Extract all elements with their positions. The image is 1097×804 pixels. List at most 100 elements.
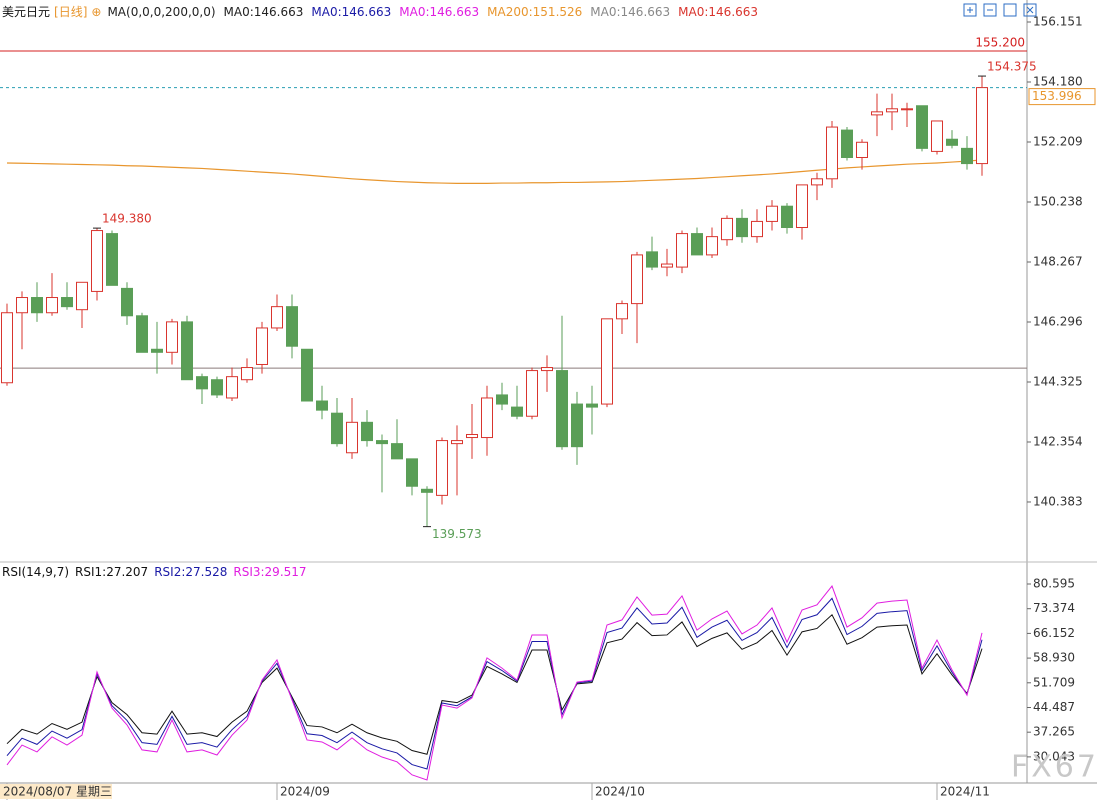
indicator-label: MA0:146.663 [678, 5, 758, 19]
rsi-line [6, 613, 983, 755]
candle-body [361, 421, 373, 442]
candle-body [736, 217, 748, 238]
candle-body [526, 370, 538, 417]
candle-body [61, 297, 73, 308]
candle-body [706, 236, 718, 256]
candle-body [751, 220, 763, 238]
candle-body [226, 376, 238, 399]
candle-body [886, 108, 898, 113]
candle-body [976, 87, 988, 165]
header-icon: ⊕ [91, 5, 101, 19]
candle-body [931, 120, 943, 152]
candle-body [121, 287, 133, 317]
candle-body [586, 403, 598, 408]
y-tick-label: 73.374 [1033, 601, 1075, 615]
candle-body [541, 367, 553, 372]
icon-plus [967, 7, 973, 13]
candle-body [301, 348, 313, 402]
candle-body [946, 138, 958, 146]
icon-zoom-in[interactable] [963, 3, 977, 17]
candle-body [76, 281, 88, 311]
period: [日线] [54, 5, 87, 19]
icon-window[interactable] [1003, 3, 1017, 17]
y-tick-label: 140.383 [1033, 494, 1083, 508]
candle-body [766, 205, 778, 222]
legend-entry: RSI3:29.517 [233, 565, 306, 579]
y-tick-label: 154.180 [1033, 75, 1083, 89]
y-tick-label: 80.595 [1033, 577, 1075, 591]
candle-body [901, 108, 913, 111]
candle-body [391, 443, 403, 460]
y-tick-label: 44.487 [1033, 700, 1075, 714]
candle-body [571, 403, 583, 448]
candle-body [136, 315, 148, 353]
indicator-label: MA0:146.663 [311, 5, 391, 19]
toolbar-icons [963, 3, 1037, 17]
candle-body [841, 129, 853, 158]
indicator-label: MA0:146.663 [590, 5, 670, 19]
candle-body [466, 433, 478, 439]
candle-body [46, 297, 58, 314]
candle-body [556, 370, 568, 448]
candle-body [481, 397, 493, 439]
candle-body [211, 379, 223, 396]
y-tick-label: 30.043 [1033, 749, 1075, 763]
candle-body [346, 421, 358, 454]
y-tick-label: 51.709 [1033, 675, 1075, 689]
reference-label: 155.200 [975, 35, 1025, 49]
candle-body [286, 306, 298, 347]
candle-body [676, 233, 688, 268]
candle-body [406, 458, 418, 487]
candle-body [601, 318, 613, 405]
x-tick-label: 2024/08/07 星期三 [3, 785, 112, 799]
y-tick-label: 146.296 [1033, 314, 1083, 328]
annotation: 149.380 [102, 212, 152, 226]
candle-body [331, 412, 343, 445]
y-tick-label: 148.267 [1033, 254, 1083, 268]
candle-body [961, 147, 973, 165]
y-tick-label: 156.151 [1033, 15, 1083, 29]
indicator-label: MA(0,0,0,200,0,0) [107, 5, 215, 19]
candle-body [1, 312, 13, 384]
candle-body [16, 297, 28, 314]
candle-body [256, 327, 268, 365]
candle-body [31, 297, 43, 314]
candle-body [511, 406, 523, 417]
candle-body [196, 376, 208, 390]
candle-body [691, 233, 703, 256]
indicator-label: MA0:146.663 [224, 5, 304, 19]
x-tick-label: 2024/09 [280, 785, 330, 799]
rsi-line [6, 597, 983, 770]
annotation: 154.375 [987, 60, 1037, 74]
candle-body [496, 394, 508, 405]
title: 美元日元 [2, 5, 50, 19]
candle-body [796, 184, 808, 229]
icon-close[interactable] [1023, 3, 1037, 17]
candle-body [271, 306, 283, 329]
candle-body [451, 440, 463, 445]
price-label: 153.996 [1032, 89, 1082, 103]
y-tick-label: 142.354 [1033, 434, 1083, 448]
x-tick-label: 2024/10 [595, 785, 645, 799]
x-tick-label: 2024/11 [940, 785, 990, 799]
icon-zoom-out[interactable] [983, 3, 997, 17]
y-tick-label: 66.152 [1033, 626, 1075, 640]
candle-body [781, 205, 793, 229]
y-tick-label: 58.930 [1033, 651, 1075, 665]
price-box [1028, 88, 1096, 106]
legend-entry: RSI2:27.528 [154, 565, 227, 579]
rsi-header: RSI(14,9,7) RSI1:27.207 RSI2:27.528 RSI3:29… [2, 565, 307, 579]
y-tick-label: 152.209 [1033, 135, 1083, 149]
candle-body [616, 303, 628, 320]
candle-body [151, 348, 163, 353]
candle-body [721, 217, 733, 241]
ma200-line [6, 159, 983, 184]
candle-body [91, 230, 103, 292]
candle-body [811, 178, 823, 186]
candle-body [421, 488, 433, 493]
candle-body [826, 126, 838, 180]
y-tick-label: 144.325 [1033, 374, 1083, 388]
header: 美元日元 [日线] ⊕ MA(0,0,0,200,0,0) MA0:146.663 MA0… [2, 5, 758, 19]
